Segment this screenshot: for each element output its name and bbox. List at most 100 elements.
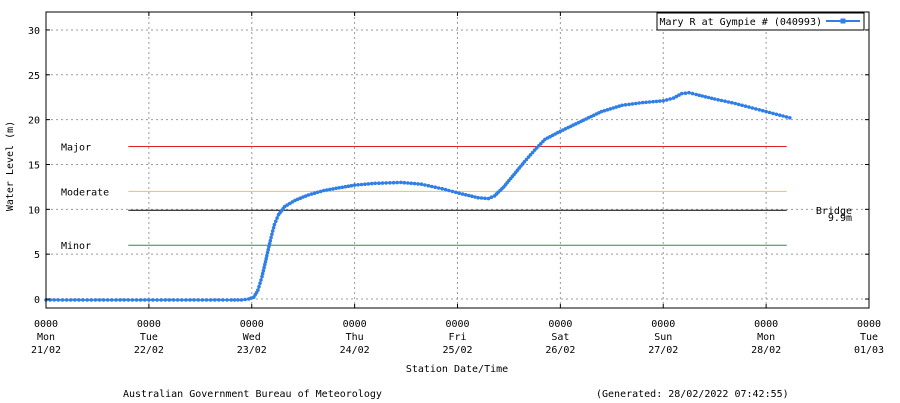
data-point: [134, 298, 139, 302]
x-tick-label: 21/02: [31, 345, 61, 356]
data-point: [719, 98, 724, 103]
x-tick-label: Wed: [243, 332, 261, 343]
data-point: [114, 298, 118, 302]
data-point: [272, 222, 277, 227]
data-point: [192, 298, 196, 302]
data-point: [677, 93, 681, 97]
y-tick-label: 30: [28, 26, 40, 37]
legend-series-label: Mary R at Gympie # (040993): [659, 17, 822, 28]
data-point: [265, 250, 270, 255]
data-point: [457, 191, 462, 195]
data-point: [712, 97, 717, 101]
data-point: [312, 191, 317, 195]
data-point: [151, 298, 155, 302]
data-point: [470, 194, 474, 198]
data-point: [388, 181, 392, 185]
data-point: [259, 278, 263, 282]
y-axis-ticks: 0 5 10 15 20 25 30: [28, 26, 869, 306]
data-point: [778, 113, 782, 117]
data-point: [298, 196, 303, 200]
data-point: [384, 181, 389, 185]
data-point: [263, 259, 268, 264]
x-tick-label: Tue: [140, 332, 158, 343]
data-point: [709, 96, 714, 101]
data-point: [450, 189, 455, 194]
y-tick-label: 10: [28, 205, 40, 216]
data-point: [356, 183, 360, 187]
data-point: [406, 181, 410, 185]
x-tick-label: 0000: [343, 319, 367, 330]
x-tick-label: Sat: [551, 332, 569, 343]
data-point: [614, 105, 618, 109]
data-point: [370, 181, 374, 186]
data-point: [730, 100, 734, 105]
data-point: [266, 247, 271, 252]
data-point: [270, 229, 275, 233]
data-point: [77, 298, 81, 302]
data-point: [703, 95, 708, 99]
data-point: [530, 150, 535, 155]
data-point: [52, 298, 56, 302]
data-point: [196, 298, 201, 302]
threshold-label-moderate: Moderate: [61, 187, 109, 198]
data-series: [44, 90, 792, 302]
data-point: [743, 104, 748, 108]
data-point: [443, 187, 448, 192]
data-point: [73, 298, 77, 302]
data-point: [479, 196, 484, 200]
y-tick-label: 0: [34, 295, 40, 306]
x-tick-label: 27/02: [648, 345, 678, 356]
x-tick-label: 0000: [137, 319, 161, 330]
data-point: [229, 298, 233, 302]
data-point: [315, 190, 320, 195]
data-point: [467, 193, 471, 198]
data-point: [433, 185, 438, 189]
data-point: [750, 106, 755, 110]
data-point: [257, 284, 261, 289]
data-point: [680, 91, 684, 96]
data-point: [391, 180, 396, 185]
data-point: [60, 298, 65, 302]
data-point: [423, 183, 427, 187]
data-point: [155, 298, 159, 302]
data-point: [687, 90, 691, 95]
data-point: [486, 196, 491, 201]
data-point: [668, 97, 672, 101]
data-point: [97, 298, 102, 302]
y-tick-label: 15: [28, 160, 40, 171]
data-point: [232, 298, 237, 302]
data-point: [757, 108, 762, 112]
legend: Mary R at Gympie # (040993): [656, 12, 865, 31]
data-point: [258, 281, 262, 286]
data-point: [301, 195, 305, 199]
data-point: [380, 181, 385, 185]
data-point: [105, 298, 110, 302]
data-point: [774, 112, 779, 117]
data-point: [740, 103, 744, 108]
data-point: [101, 298, 106, 302]
data-point: [167, 298, 172, 302]
x-tick-label: 26/02: [545, 345, 575, 356]
x-tick-label: 0000: [34, 319, 58, 330]
data-point: [599, 109, 604, 114]
data-point: [524, 157, 529, 162]
data-point: [402, 180, 407, 185]
data-point: [343, 184, 348, 189]
data-point: [634, 101, 638, 106]
data-point: [260, 271, 265, 276]
data-point: [409, 181, 414, 186]
data-point: [617, 104, 621, 108]
data-point: [419, 182, 424, 186]
data-point: [664, 98, 669, 102]
x-tick-label: 25/02: [442, 345, 472, 356]
data-point: [159, 298, 163, 302]
data-point: [269, 235, 273, 240]
data-point: [697, 93, 702, 98]
data-point: [85, 298, 89, 302]
x-axis-ticks: 0000Mon21/020000Tue22/020000Wed23/020000…: [31, 12, 884, 356]
threshold-label-minor: Minor: [61, 241, 91, 252]
data-point: [473, 195, 477, 199]
y-tick-label: 20: [28, 116, 40, 127]
data-point: [334, 186, 338, 191]
